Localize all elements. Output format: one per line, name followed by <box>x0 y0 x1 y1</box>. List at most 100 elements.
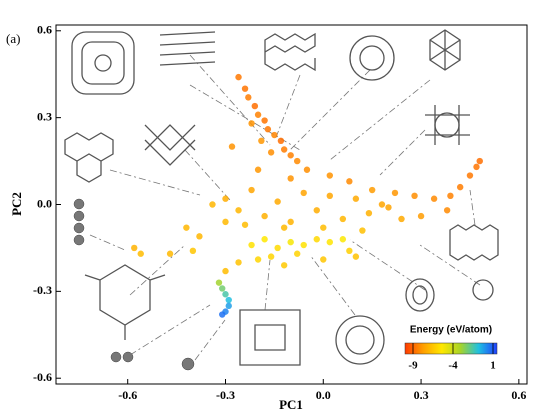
point <box>222 195 229 202</box>
point <box>287 218 294 226</box>
point <box>466 172 474 179</box>
colorbar-tick-label: 1 <box>490 360 496 372</box>
point <box>346 247 353 255</box>
point <box>280 224 288 231</box>
point <box>248 186 255 194</box>
colorbar-tick-label: -9 <box>408 360 418 372</box>
colorbar-label: Energy (eV/atom) <box>410 325 492 336</box>
point <box>385 204 392 211</box>
point <box>352 195 360 202</box>
point <box>287 238 294 246</box>
point <box>326 238 333 246</box>
x-tick-label: 0.0 <box>316 388 331 402</box>
point <box>368 186 376 194</box>
point <box>320 256 327 263</box>
point <box>241 221 249 228</box>
point <box>443 207 451 214</box>
point <box>254 111 262 118</box>
colorbar <box>404 342 498 355</box>
point <box>228 143 236 150</box>
insets <box>64 29 499 371</box>
point <box>219 311 226 318</box>
point <box>209 201 216 208</box>
point <box>258 137 265 145</box>
point <box>274 244 281 252</box>
point <box>222 267 229 275</box>
point <box>254 256 262 263</box>
point <box>339 215 347 223</box>
point <box>248 120 255 127</box>
x-axis-label: PC1 <box>279 397 303 412</box>
point <box>215 279 223 286</box>
panel-label: (a) <box>6 31 20 46</box>
point <box>131 244 138 252</box>
point <box>264 126 272 133</box>
x-tick-label: -0.6 <box>118 388 137 402</box>
point <box>294 250 301 257</box>
point <box>222 291 229 298</box>
point <box>456 183 464 191</box>
point <box>271 131 278 139</box>
y-tick-label: 0.3 <box>37 109 52 123</box>
y-tick-label: 0.0 <box>37 196 52 210</box>
point <box>326 172 333 179</box>
point <box>235 259 242 266</box>
point <box>339 236 347 243</box>
point <box>447 192 454 200</box>
y-tick-label: -0.6 <box>33 370 52 384</box>
point <box>287 175 294 182</box>
point <box>280 262 288 269</box>
point <box>476 157 483 165</box>
point <box>254 166 262 173</box>
point <box>267 253 275 260</box>
point <box>225 302 232 310</box>
point <box>137 250 144 257</box>
point <box>378 201 386 208</box>
point <box>313 236 320 243</box>
point <box>277 137 285 145</box>
point <box>473 163 480 171</box>
point <box>391 189 399 197</box>
point <box>235 207 242 214</box>
point <box>300 189 307 197</box>
point <box>261 236 268 243</box>
point <box>346 178 353 185</box>
point <box>267 149 275 156</box>
point <box>166 250 174 257</box>
point <box>287 152 294 159</box>
point <box>280 146 288 153</box>
point <box>189 247 197 255</box>
point <box>365 209 373 217</box>
point <box>430 195 438 202</box>
point <box>248 241 255 249</box>
point <box>245 94 252 101</box>
point <box>411 192 418 200</box>
point <box>300 241 307 249</box>
x-tick-label: 0.6 <box>511 388 526 402</box>
y-tick-label: 0.6 <box>37 23 52 37</box>
point <box>251 102 259 110</box>
point <box>241 85 249 92</box>
point <box>398 215 405 223</box>
point <box>326 192 333 200</box>
point <box>225 296 232 304</box>
point <box>352 253 360 260</box>
y-axis-label: PC2 <box>9 192 24 216</box>
point <box>222 218 229 226</box>
x-tick-label: 0.3 <box>414 388 429 402</box>
point <box>313 207 320 214</box>
point <box>417 212 425 220</box>
colorbar-tick-label: -4 <box>448 360 458 372</box>
point <box>261 117 268 124</box>
point <box>294 157 301 165</box>
point <box>303 166 311 173</box>
point <box>183 224 190 231</box>
point <box>261 212 268 220</box>
y-tick-label: -0.3 <box>33 283 52 297</box>
point <box>359 227 366 234</box>
point <box>235 73 242 81</box>
point <box>219 285 226 292</box>
point <box>274 198 281 205</box>
point <box>320 224 327 231</box>
